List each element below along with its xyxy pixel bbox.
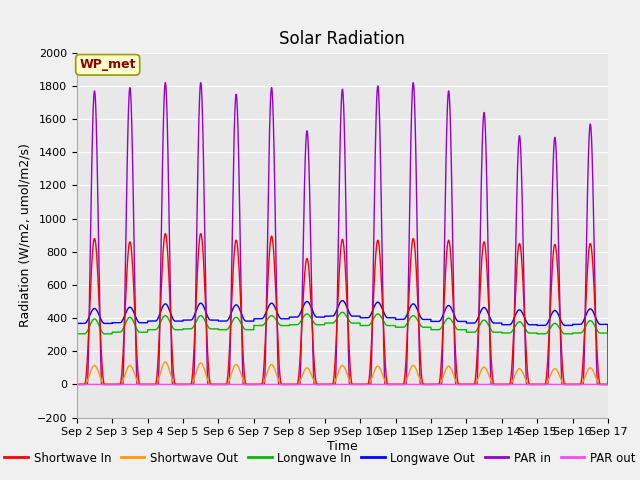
Shortwave Out <box>161 359 169 365</box>
Longwave In <box>461 327 469 333</box>
Longwave Out <box>73 321 81 326</box>
Longwave In <box>604 382 612 387</box>
Shortwave In <box>168 352 176 358</box>
PAR in <box>604 382 612 387</box>
Longwave In <box>323 320 330 326</box>
PAR out <box>432 382 440 387</box>
Shortwave In <box>492 382 499 387</box>
Shortwave In <box>461 382 469 387</box>
Longwave Out <box>604 322 611 327</box>
Line: Longwave Out: Longwave Out <box>77 300 608 384</box>
Shortwave In <box>161 231 169 237</box>
Shortwave In <box>604 382 611 387</box>
Longwave Out <box>339 298 346 303</box>
Shortwave Out <box>323 382 330 387</box>
Shortwave Out <box>604 382 611 387</box>
Line: Shortwave In: Shortwave In <box>77 234 608 384</box>
Line: Shortwave Out: Shortwave Out <box>77 362 608 384</box>
Shortwave Out <box>168 377 176 383</box>
X-axis label: Time: Time <box>327 440 358 453</box>
PAR in <box>168 381 176 387</box>
PAR out <box>604 382 611 387</box>
Y-axis label: Radiation (W/m2, umol/m2/s): Radiation (W/m2, umol/m2/s) <box>18 143 31 327</box>
Longwave In <box>432 327 440 333</box>
Longwave Out <box>492 320 499 326</box>
Longwave Out <box>168 314 176 320</box>
Line: Longwave In: Longwave In <box>77 312 608 384</box>
PAR in <box>323 382 330 387</box>
Longwave Out <box>604 382 612 387</box>
Text: WP_met: WP_met <box>79 58 136 71</box>
Shortwave In <box>73 382 81 387</box>
PAR in <box>432 382 440 387</box>
Shortwave Out <box>73 382 81 387</box>
Longwave In <box>168 324 176 330</box>
Shortwave In <box>323 382 330 387</box>
Longwave Out <box>323 313 330 319</box>
PAR in <box>461 382 469 387</box>
Line: PAR in: PAR in <box>77 83 608 384</box>
PAR out <box>461 382 469 387</box>
Shortwave In <box>432 382 440 387</box>
PAR out <box>604 382 612 387</box>
Longwave In <box>604 330 611 336</box>
PAR out <box>168 382 176 387</box>
PAR out <box>323 382 330 387</box>
Longwave In <box>492 329 499 335</box>
PAR in <box>492 382 499 387</box>
Shortwave Out <box>432 382 440 387</box>
Shortwave In <box>604 382 612 387</box>
Longwave In <box>339 310 346 315</box>
Longwave Out <box>461 319 469 324</box>
Legend: Shortwave In, Shortwave Out, Longwave In, Longwave Out, PAR in, PAR out: Shortwave In, Shortwave Out, Longwave In… <box>0 447 640 469</box>
Shortwave Out <box>492 382 499 387</box>
PAR out <box>492 382 499 387</box>
Longwave Out <box>432 319 440 324</box>
Longwave In <box>73 331 81 337</box>
Shortwave Out <box>604 382 612 387</box>
Shortwave Out <box>461 382 469 387</box>
Title: Solar Radiation: Solar Radiation <box>280 30 405 48</box>
PAR out <box>73 382 81 387</box>
PAR in <box>161 80 169 85</box>
PAR in <box>604 382 611 387</box>
PAR in <box>73 382 81 387</box>
